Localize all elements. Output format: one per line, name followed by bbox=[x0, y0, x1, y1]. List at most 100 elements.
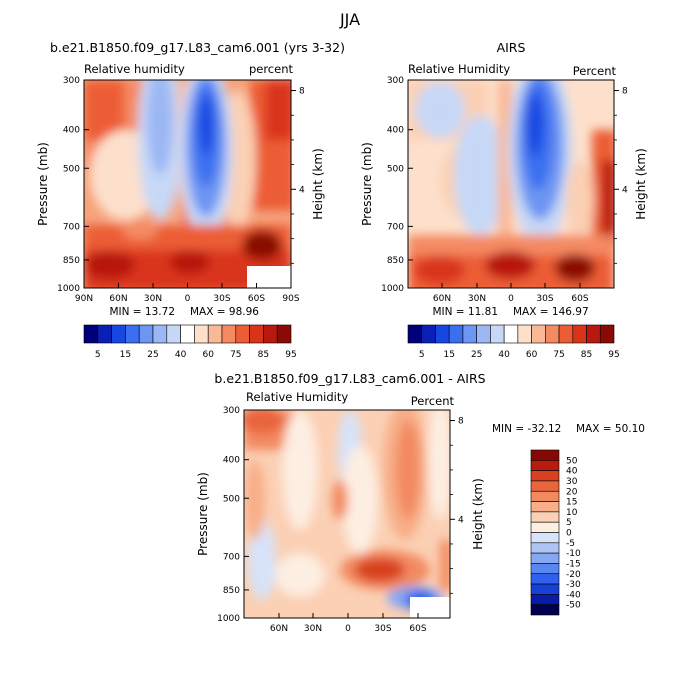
panel-airs-ylabel: Pressure (mb) bbox=[360, 142, 374, 226]
height-tick-label: 4 bbox=[622, 185, 628, 195]
panel-model-colorbar: 5 15 25 40 60 75 85 95 bbox=[83, 324, 297, 360]
y-tick-label: 300 bbox=[223, 406, 240, 416]
colorbar-label: 5 bbox=[566, 518, 572, 528]
panel-airs-title: AIRS bbox=[497, 40, 526, 55]
colorbar-box bbox=[221, 324, 237, 344]
y-tick-label: 700 bbox=[223, 552, 240, 562]
panel-diff: b.e21.B1850.f09_g17.L83_cam6.001 - AIRS … bbox=[196, 371, 645, 634]
x-tick-label: 30S bbox=[374, 624, 391, 634]
panel-diff-min: MIN = -32.12 bbox=[492, 423, 561, 435]
x-tick-label: 60N bbox=[433, 294, 451, 304]
colorbar-label: 60 bbox=[202, 350, 214, 360]
panel-model-title: b.e21.B1850.f09_g17.L83_cam6.001 (yrs 3-… bbox=[50, 40, 345, 55]
colorbar-box bbox=[530, 490, 560, 502]
colorbar-label: 10 bbox=[566, 508, 578, 518]
colorbar-box bbox=[125, 324, 140, 344]
panel-model-variable-label: Relative humidity bbox=[84, 62, 185, 76]
colorbar-label: -15 bbox=[566, 559, 581, 569]
y-tick-label: 500 bbox=[63, 164, 80, 174]
panel-diff-contour-field bbox=[244, 410, 450, 618]
colorbar-label: 25 bbox=[147, 350, 158, 360]
colorbar-label: 75 bbox=[553, 350, 564, 360]
x-tick-label: 60S bbox=[409, 624, 426, 634]
colorbar-label: 40 bbox=[175, 350, 187, 360]
panel-diff-y-axis: 300 400 500 700 850 1000 bbox=[217, 406, 249, 624]
colorbar-label: 60 bbox=[526, 350, 538, 360]
x-tick-label: 90S bbox=[282, 294, 299, 304]
colorbar-box bbox=[180, 324, 195, 344]
panel-model-y-axis: 300 400 500 700 850 1000 bbox=[57, 76, 89, 294]
colorbar-label: 40 bbox=[498, 350, 510, 360]
height-tick-label: 4 bbox=[299, 185, 305, 195]
x-tick-label: 30S bbox=[213, 294, 230, 304]
height-tick-label: 8 bbox=[622, 87, 628, 97]
panel-airs-colorbar: 5 15 25 40 60 75 85 95 bbox=[407, 324, 620, 360]
panel-diff-height-axis: 84 bbox=[450, 417, 464, 594]
panel-model-units-label: percent bbox=[249, 62, 294, 76]
colorbar-label: 95 bbox=[285, 350, 296, 360]
colorbar-box bbox=[503, 324, 519, 344]
panel-diff-ylabel: Pressure (mb) bbox=[196, 472, 210, 556]
colorbar-label: -30 bbox=[566, 580, 581, 590]
y-tick-label: 300 bbox=[63, 76, 80, 86]
panel-diff-variable-label: Relative Humidity bbox=[246, 390, 348, 404]
colorbar-box bbox=[572, 324, 587, 344]
colorbar-label: -40 bbox=[566, 590, 581, 600]
y-tick-label: 850 bbox=[63, 256, 80, 266]
x-tick-label: 0 bbox=[345, 624, 351, 634]
panel-model: b.e21.B1850.f09_g17.L83_cam6.001 (yrs 3-… bbox=[36, 40, 345, 360]
panel-diff-y2label: Height (km) bbox=[471, 478, 485, 549]
y-tick-label: 400 bbox=[223, 456, 240, 466]
colorbar-box bbox=[111, 324, 126, 344]
colorbar-label: 85 bbox=[581, 350, 592, 360]
colorbar-label: 30 bbox=[566, 477, 578, 487]
colorbar-label: 40 bbox=[566, 467, 578, 477]
colorbar-box bbox=[530, 573, 560, 585]
colorbar-label: 95 bbox=[608, 350, 619, 360]
colorbar-box bbox=[530, 449, 560, 461]
y-tick-label: 1000 bbox=[57, 284, 80, 294]
colorbar-box bbox=[545, 324, 560, 344]
colorbar-box bbox=[530, 552, 560, 564]
height-tick-label: 8 bbox=[458, 417, 464, 427]
colorbar-box bbox=[97, 324, 112, 344]
x-tick-label: 60S bbox=[248, 294, 265, 304]
colorbar-label: 5 bbox=[95, 350, 101, 360]
colorbar-box bbox=[530, 511, 560, 523]
colorbar-label: -5 bbox=[566, 539, 575, 549]
panel-model-min: MIN = 13.72 bbox=[109, 306, 175, 318]
colorbar-label: 15 bbox=[120, 350, 131, 360]
colorbar-box bbox=[462, 324, 477, 344]
y-tick-label: 300 bbox=[387, 76, 404, 86]
colorbar-box bbox=[194, 324, 209, 344]
colorbar-box bbox=[530, 594, 560, 605]
colorbar-box bbox=[530, 542, 560, 554]
panel-airs-variable-label: Relative Humidity bbox=[408, 62, 510, 76]
x-tick-label: 30N bbox=[304, 624, 322, 634]
panel-airs-units-label: Percent bbox=[573, 64, 617, 78]
colorbar-box bbox=[586, 324, 601, 344]
panel-airs-height-axis: 84 bbox=[614, 87, 628, 264]
x-tick-label: 60S bbox=[571, 294, 588, 304]
panel-airs: AIRS Relative Humidity Percent bbox=[360, 40, 648, 360]
y-tick-label: 400 bbox=[387, 126, 404, 136]
colorbar-box bbox=[530, 521, 560, 533]
colorbar-label: 20 bbox=[566, 487, 578, 497]
y-tick-label: 400 bbox=[63, 126, 80, 136]
y-tick-label: 500 bbox=[223, 494, 240, 504]
panel-airs-min: MIN = 11.81 bbox=[432, 306, 498, 318]
colorbar-box bbox=[531, 324, 546, 344]
colorbar-box bbox=[530, 480, 560, 492]
panel-diff-max: MAX = 50.10 bbox=[576, 423, 645, 435]
panel-model-contour-field bbox=[84, 80, 291, 288]
colorbar-box bbox=[166, 324, 181, 344]
x-tick-label: 90N bbox=[75, 294, 93, 304]
colorbar-box bbox=[421, 324, 436, 344]
y-tick-label: 850 bbox=[223, 586, 240, 596]
y-tick-label: 500 bbox=[387, 164, 404, 174]
colorbar-label: 15 bbox=[566, 498, 577, 508]
colorbar-label: 0 bbox=[566, 529, 572, 539]
figure-title: JJA bbox=[339, 10, 360, 29]
panel-model-max: MAX = 98.96 bbox=[190, 306, 259, 318]
colorbar-label: -10 bbox=[566, 549, 581, 559]
